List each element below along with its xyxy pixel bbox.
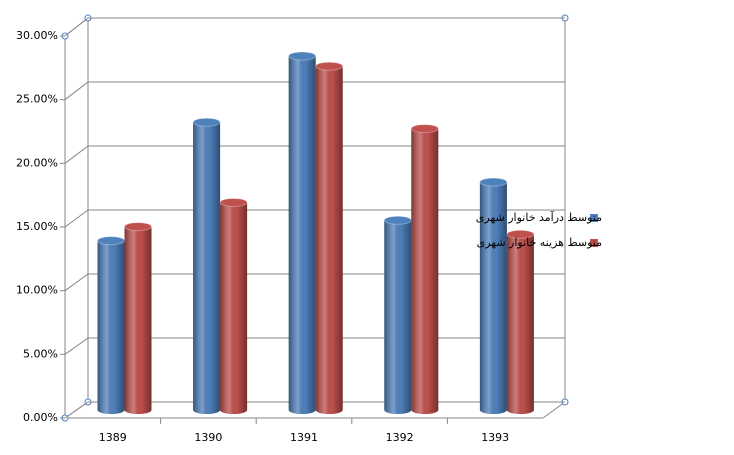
grid-line	[64, 17, 89, 37]
x-tick-label: 1390	[194, 431, 222, 444]
floor-edge	[542, 401, 566, 419]
grid-line	[64, 273, 89, 292]
cylinder-shade	[315, 66, 343, 414]
grid-line	[64, 145, 89, 164]
grid-line	[64, 337, 89, 355]
cylinder-top	[410, 124, 439, 134]
y-tick-label: 0.00%	[23, 411, 58, 424]
bar	[219, 197, 248, 414]
cylinder-top	[383, 215, 412, 225]
cylinder-top	[315, 61, 344, 71]
cylinder-shade	[193, 122, 221, 414]
cylinder-top	[192, 117, 221, 127]
cylinder-top	[124, 222, 152, 232]
y-tick-label: 20.00%	[16, 156, 58, 169]
y-tick-label: 30.00%	[16, 29, 58, 42]
y-tick-label: 10.00%	[16, 284, 58, 297]
bar	[410, 124, 439, 415]
cylinder-top	[97, 236, 125, 246]
bar	[288, 51, 317, 414]
legend-swatch	[590, 214, 598, 222]
legend-label: متوسط هزینه خانوار شهری	[477, 236, 603, 249]
x-tick-label: 1389	[99, 431, 127, 444]
grid-line	[64, 81, 89, 101]
cylinder-top	[288, 51, 317, 61]
grid-line	[64, 401, 89, 419]
cylinder-top	[479, 177, 508, 187]
y-tick-label: 5.00%	[23, 347, 58, 360]
cylinder-shade	[384, 220, 412, 414]
bar	[97, 236, 125, 414]
bar	[479, 177, 508, 414]
x-tick-label: 1391	[290, 431, 318, 444]
x-tick-label: 1393	[481, 431, 509, 444]
cylinder-top	[219, 197, 248, 207]
cylinder-shade	[220, 202, 248, 414]
legend-swatch	[590, 239, 598, 247]
y-tick-label: 15.00%	[16, 220, 58, 233]
legend-label: متوسط درآمد خانوار شهری	[476, 210, 602, 224]
bar	[124, 222, 152, 414]
bar	[315, 61, 344, 414]
grid-line	[64, 209, 89, 228]
cylinder-shade	[124, 226, 152, 414]
y-tick-label: 25.00%	[16, 93, 58, 106]
x-tick-label: 1392	[386, 431, 414, 444]
cylinder-top	[506, 229, 535, 239]
cylinder-shade	[479, 182, 507, 414]
bar	[506, 229, 535, 415]
bar	[383, 215, 412, 414]
cylinder-shade	[411, 128, 439, 415]
cylinder-shade	[288, 56, 316, 414]
bar	[192, 117, 221, 414]
cylinder-shade	[97, 240, 125, 414]
cylinder-shade	[506, 234, 534, 415]
